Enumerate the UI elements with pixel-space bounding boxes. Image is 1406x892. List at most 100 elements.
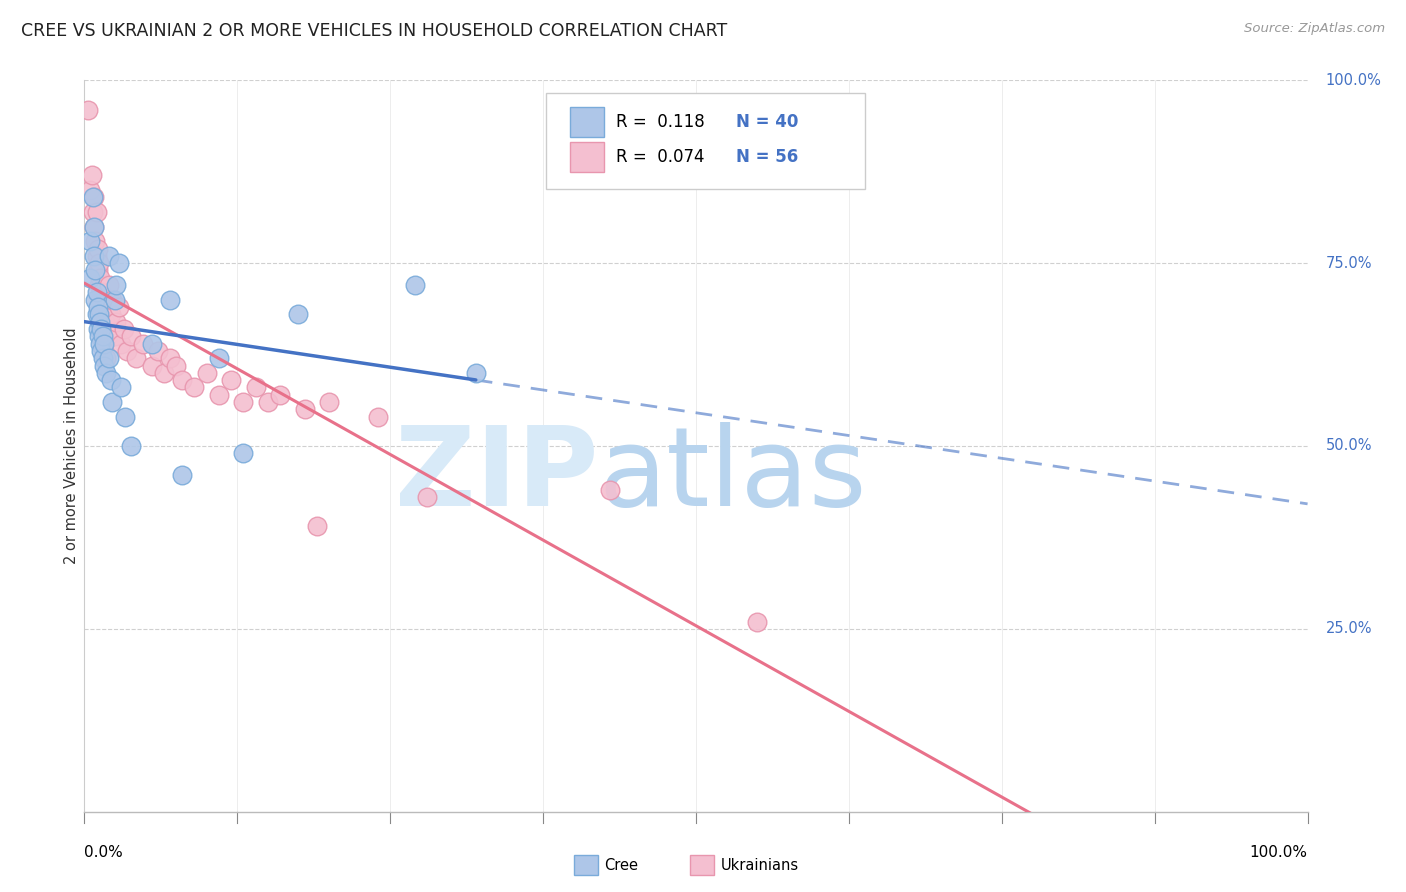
Point	[367, 409, 389, 424]
Point	[79, 234, 101, 248]
Bar	[690, 855, 714, 875]
Point	[93, 336, 115, 351]
Point	[82, 190, 104, 204]
Point	[87, 300, 110, 314]
Y-axis label: 2 or more Vehicles in Household: 2 or more Vehicles in Household	[63, 327, 79, 565]
Point	[747, 615, 769, 629]
Point	[82, 205, 104, 219]
Bar	[569, 143, 605, 171]
Point	[165, 359, 187, 373]
Point	[120, 329, 142, 343]
Point	[232, 446, 254, 460]
Point	[86, 205, 108, 219]
Text: N = 56: N = 56	[737, 148, 799, 166]
Point	[183, 380, 205, 394]
Point	[90, 343, 112, 358]
Point	[84, 293, 107, 307]
Point	[80, 169, 103, 183]
Point	[125, 351, 148, 366]
Point	[105, 278, 128, 293]
Point	[101, 293, 124, 307]
Point	[305, 519, 328, 533]
Point	[159, 351, 181, 366]
Point	[100, 373, 122, 387]
Point	[153, 366, 176, 380]
Text: R =  0.118: R = 0.118	[616, 113, 706, 131]
Point	[416, 490, 439, 504]
Point	[245, 380, 267, 394]
Point	[141, 336, 163, 351]
Point	[83, 219, 105, 234]
Point	[87, 242, 110, 256]
FancyBboxPatch shape	[546, 93, 865, 188]
Text: Ukrainians: Ukrainians	[720, 857, 799, 872]
Text: 75.0%: 75.0%	[1326, 256, 1372, 270]
Point	[257, 395, 280, 409]
Point	[90, 307, 112, 321]
Point	[87, 263, 110, 277]
Point	[77, 103, 100, 117]
Point	[89, 293, 111, 307]
Point	[84, 234, 107, 248]
Point	[87, 322, 110, 336]
Point	[91, 322, 114, 336]
Point	[318, 395, 340, 409]
Point	[112, 322, 135, 336]
Point	[114, 409, 136, 424]
Point	[87, 329, 110, 343]
Text: N = 40: N = 40	[737, 113, 799, 131]
Point	[107, 300, 129, 314]
Point	[97, 249, 120, 263]
Point	[294, 402, 316, 417]
Point	[89, 336, 111, 351]
Point	[97, 351, 120, 366]
Point	[96, 351, 118, 366]
Bar	[574, 855, 598, 875]
Point	[97, 329, 120, 343]
Point	[599, 483, 621, 497]
Text: 100.0%: 100.0%	[1326, 73, 1382, 87]
Bar	[569, 107, 605, 136]
Point	[107, 256, 129, 270]
Point	[91, 351, 114, 366]
Point	[110, 336, 132, 351]
Point	[91, 329, 114, 343]
Text: Source: ZipAtlas.com: Source: ZipAtlas.com	[1244, 22, 1385, 36]
Point	[84, 263, 107, 277]
Point	[141, 359, 163, 373]
Text: ZIP: ZIP	[395, 422, 598, 529]
Point	[120, 439, 142, 453]
Point	[269, 388, 291, 402]
Point	[89, 270, 111, 285]
Text: atlas: atlas	[598, 422, 866, 529]
Point	[172, 468, 194, 483]
Point	[132, 336, 155, 351]
Point	[90, 285, 112, 300]
Point	[219, 373, 242, 387]
Point	[208, 388, 231, 402]
Point	[159, 293, 181, 307]
Point	[115, 343, 138, 358]
Point	[90, 322, 112, 336]
Point	[83, 219, 105, 234]
Point	[93, 336, 115, 351]
Point	[91, 300, 114, 314]
Point	[89, 315, 111, 329]
Point	[100, 307, 122, 321]
Point	[96, 366, 118, 380]
Text: 100.0%: 100.0%	[1250, 845, 1308, 860]
Point	[86, 285, 108, 300]
Point	[86, 249, 108, 263]
Point	[86, 307, 108, 321]
Text: Cree: Cree	[605, 857, 638, 872]
Point	[87, 256, 110, 270]
Point	[404, 278, 426, 293]
Point	[104, 329, 127, 343]
Point	[105, 315, 128, 329]
Point	[83, 190, 105, 204]
Point	[101, 395, 124, 409]
Text: CREE VS UKRAINIAN 2 OR MORE VEHICLES IN HOUSEHOLD CORRELATION CHART: CREE VS UKRAINIAN 2 OR MORE VEHICLES IN …	[21, 22, 727, 40]
Point	[104, 293, 127, 307]
Point	[94, 315, 117, 329]
Point	[146, 343, 169, 358]
